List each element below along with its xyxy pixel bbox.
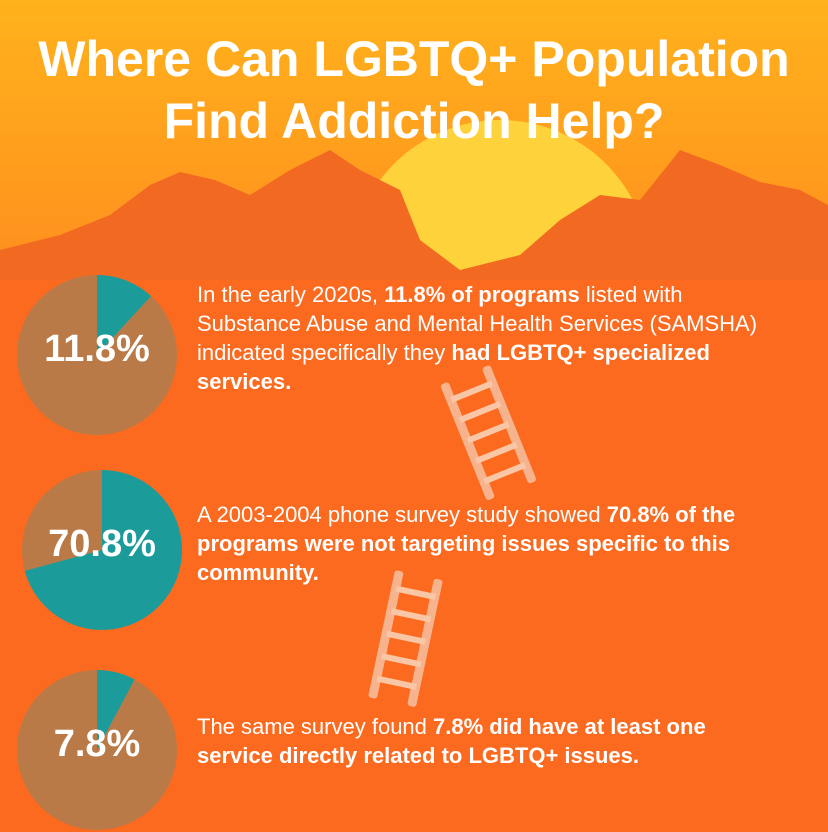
- ladder: [440, 365, 536, 500]
- paragraph: In the early 2020s, 11.8% of programs li…: [197, 280, 787, 396]
- text-run: listed with Substance Abuse and Mental H…: [197, 282, 758, 365]
- text-run: The same survey found: [197, 714, 434, 739]
- pie-label: 11.8%: [44, 328, 150, 370]
- paragraph: A 2003-2004 phone survey study showed 70…: [197, 500, 787, 587]
- title: Where Can LGBTQ+ Population: [38, 31, 790, 87]
- ladder: [368, 570, 443, 707]
- pie-label: 7.8%: [54, 723, 141, 765]
- text-run: In the early 2020s,: [197, 282, 385, 307]
- pie-slice: [24, 470, 182, 630]
- pies: 11.8% 70.8% 7.8%: [17, 275, 182, 830]
- pie-slice: [97, 670, 135, 750]
- text-run: A 2003-2004 phone survey study showed: [197, 502, 607, 527]
- text-run: 7.8% did have at least one service direc…: [197, 714, 706, 768]
- pie-label: 70.8%: [48, 523, 156, 565]
- text-run: 70.8% of the programs were not targeting…: [197, 502, 736, 585]
- paragraph: The same survey found 7.8% did have at l…: [197, 712, 787, 770]
- pie-slice: [97, 275, 152, 355]
- text-run: 11.8% of programs: [384, 282, 580, 307]
- text-run: had LGBTQ+ specialized services.: [197, 340, 710, 394]
- title: Find Addiction Help?: [163, 93, 665, 149]
